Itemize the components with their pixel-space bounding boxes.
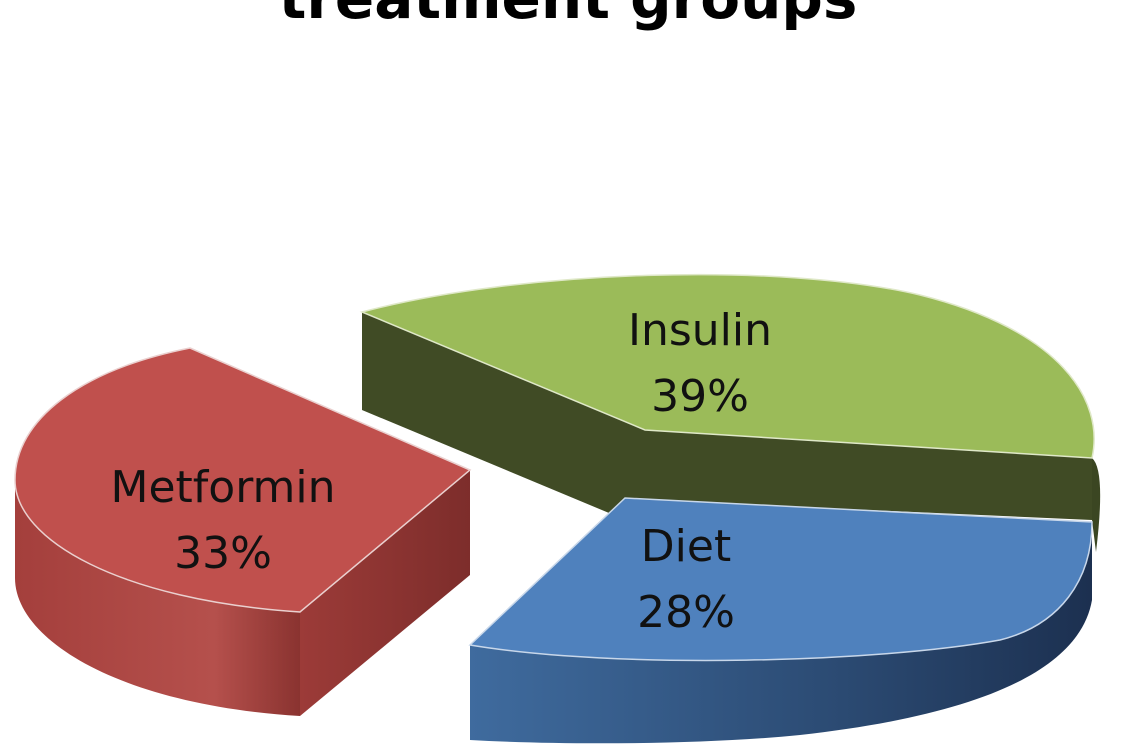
pie-slice-metformin <box>14 347 472 716</box>
slice-value-diet: 28% <box>637 587 735 638</box>
diet-side-face <box>470 525 1092 744</box>
insulin-rim <box>1092 458 1101 552</box>
slice-label-metformin: Metformin <box>111 462 336 513</box>
slice-value-insulin: 39% <box>651 371 749 422</box>
insulin-side-face <box>362 312 645 528</box>
metformin-top <box>14 347 472 613</box>
slice-label-insulin: Insulin <box>628 305 772 356</box>
metformin-side-face <box>15 480 300 716</box>
slice-label-diet: Diet <box>641 521 731 572</box>
chart-title: treatment groups <box>279 0 858 32</box>
diet-top <box>468 497 1093 662</box>
metformin-cut-face <box>300 470 470 716</box>
insulin-top <box>359 273 1095 459</box>
pie-slice-insulin <box>359 273 1101 552</box>
pie-slice-diet <box>468 497 1093 744</box>
insulin-cut-face <box>645 430 1092 520</box>
slice-value-metformin: 33% <box>174 528 272 579</box>
